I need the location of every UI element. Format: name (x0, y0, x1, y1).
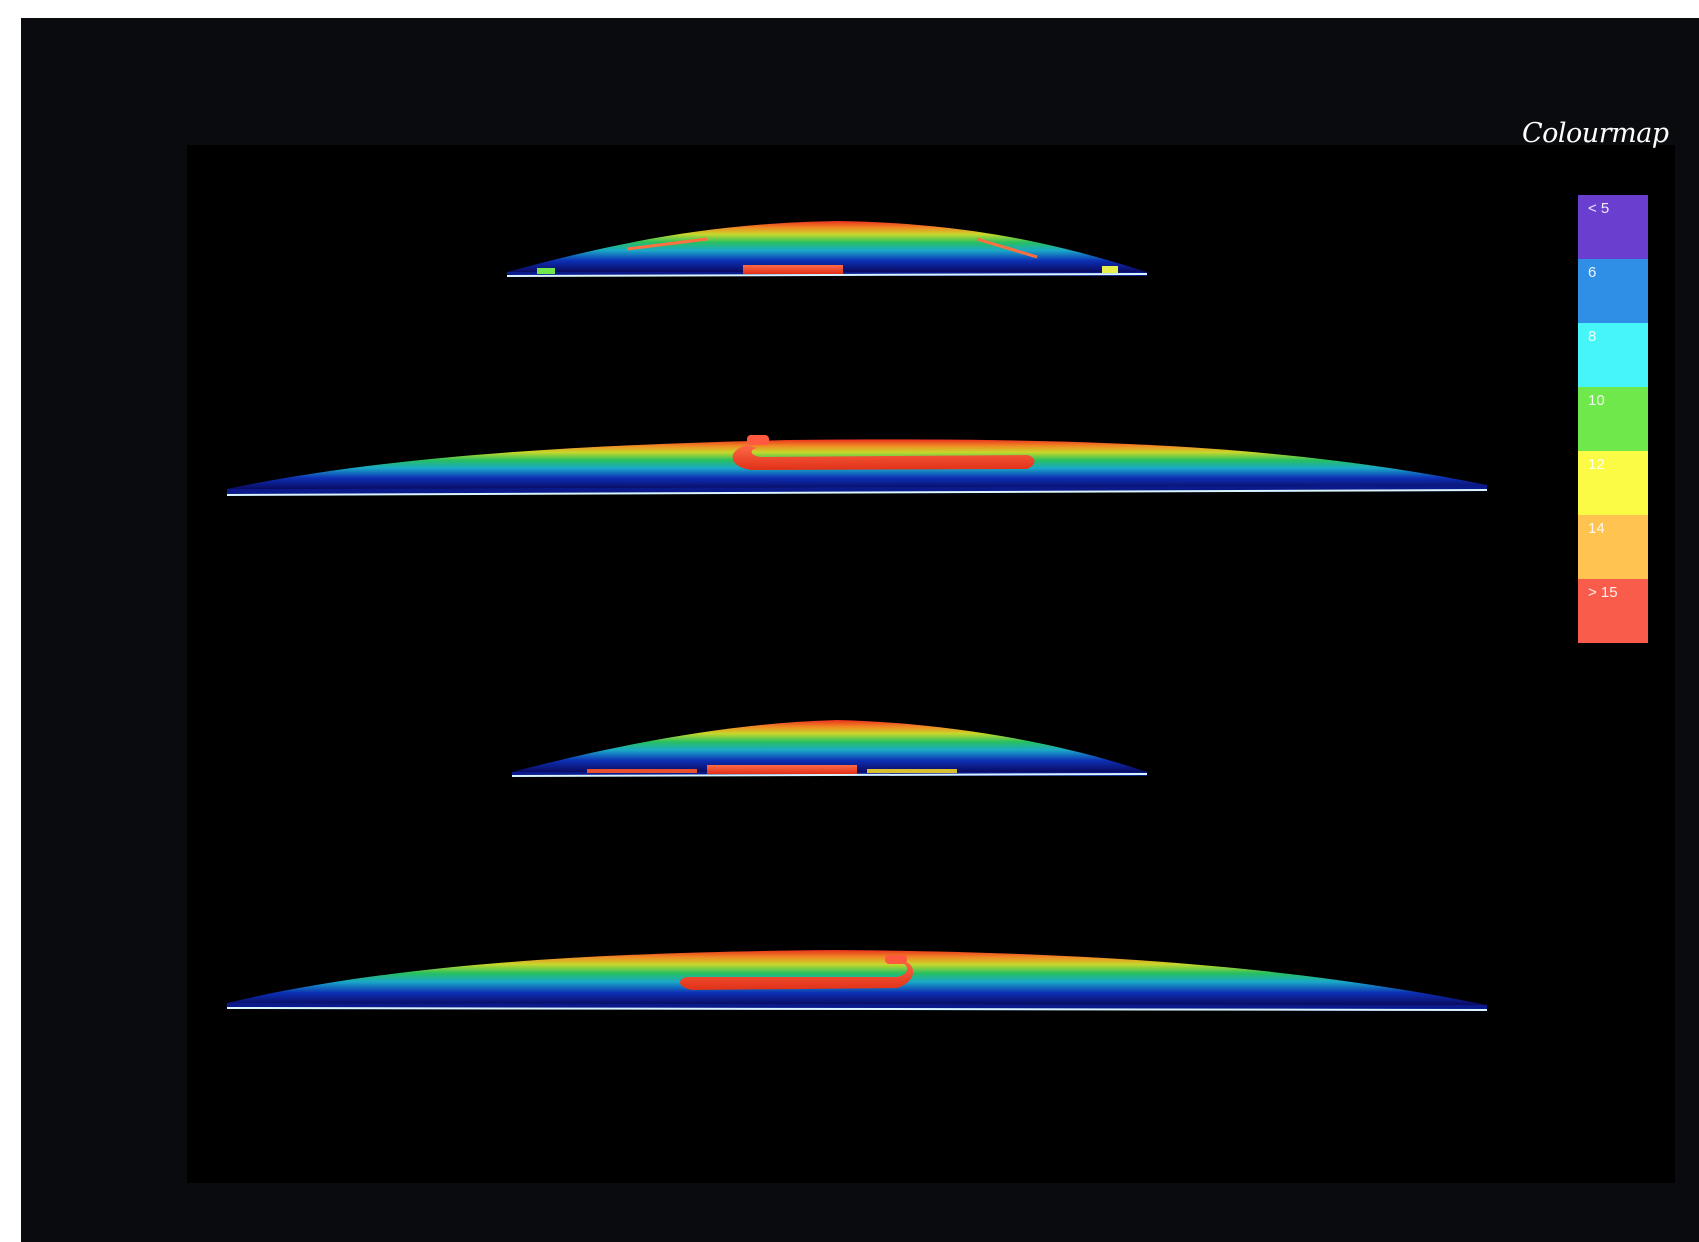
colourmap-title: Colourmap (1522, 118, 1669, 149)
colourmap-band: > 15 (1578, 579, 1648, 643)
colourmap-legend: < 5 6 8 10 12 14 > 15 (1578, 195, 1648, 643)
colourmap-band: < 5 (1578, 195, 1648, 259)
colourmap-band-label: 8 (1588, 328, 1597, 345)
wing-view-2 (226, 435, 1488, 496)
colourmap-band-label: 14 (1588, 520, 1605, 537)
colourmap-band: 6 (1578, 259, 1648, 323)
simulation-views (226, 221, 1488, 1011)
colourmap-band-label: 12 (1588, 456, 1605, 473)
colourmap-band-label: > 15 (1588, 584, 1618, 601)
wing-view-1 (506, 221, 1148, 277)
wing-view-3 (511, 720, 1148, 777)
colourmap-band-label: < 5 (1588, 200, 1610, 217)
colourmap-band-label: 10 (1588, 392, 1605, 409)
colourmap-band: 14 (1578, 515, 1648, 579)
render-viewport (187, 145, 1675, 1183)
colourmap-band: 12 (1578, 451, 1648, 515)
colourmap-band: 8 (1578, 323, 1648, 387)
colourmap-band-label: 6 (1588, 264, 1597, 281)
colourmap-band: 10 (1578, 387, 1648, 451)
wing-view-4 (226, 950, 1488, 1011)
